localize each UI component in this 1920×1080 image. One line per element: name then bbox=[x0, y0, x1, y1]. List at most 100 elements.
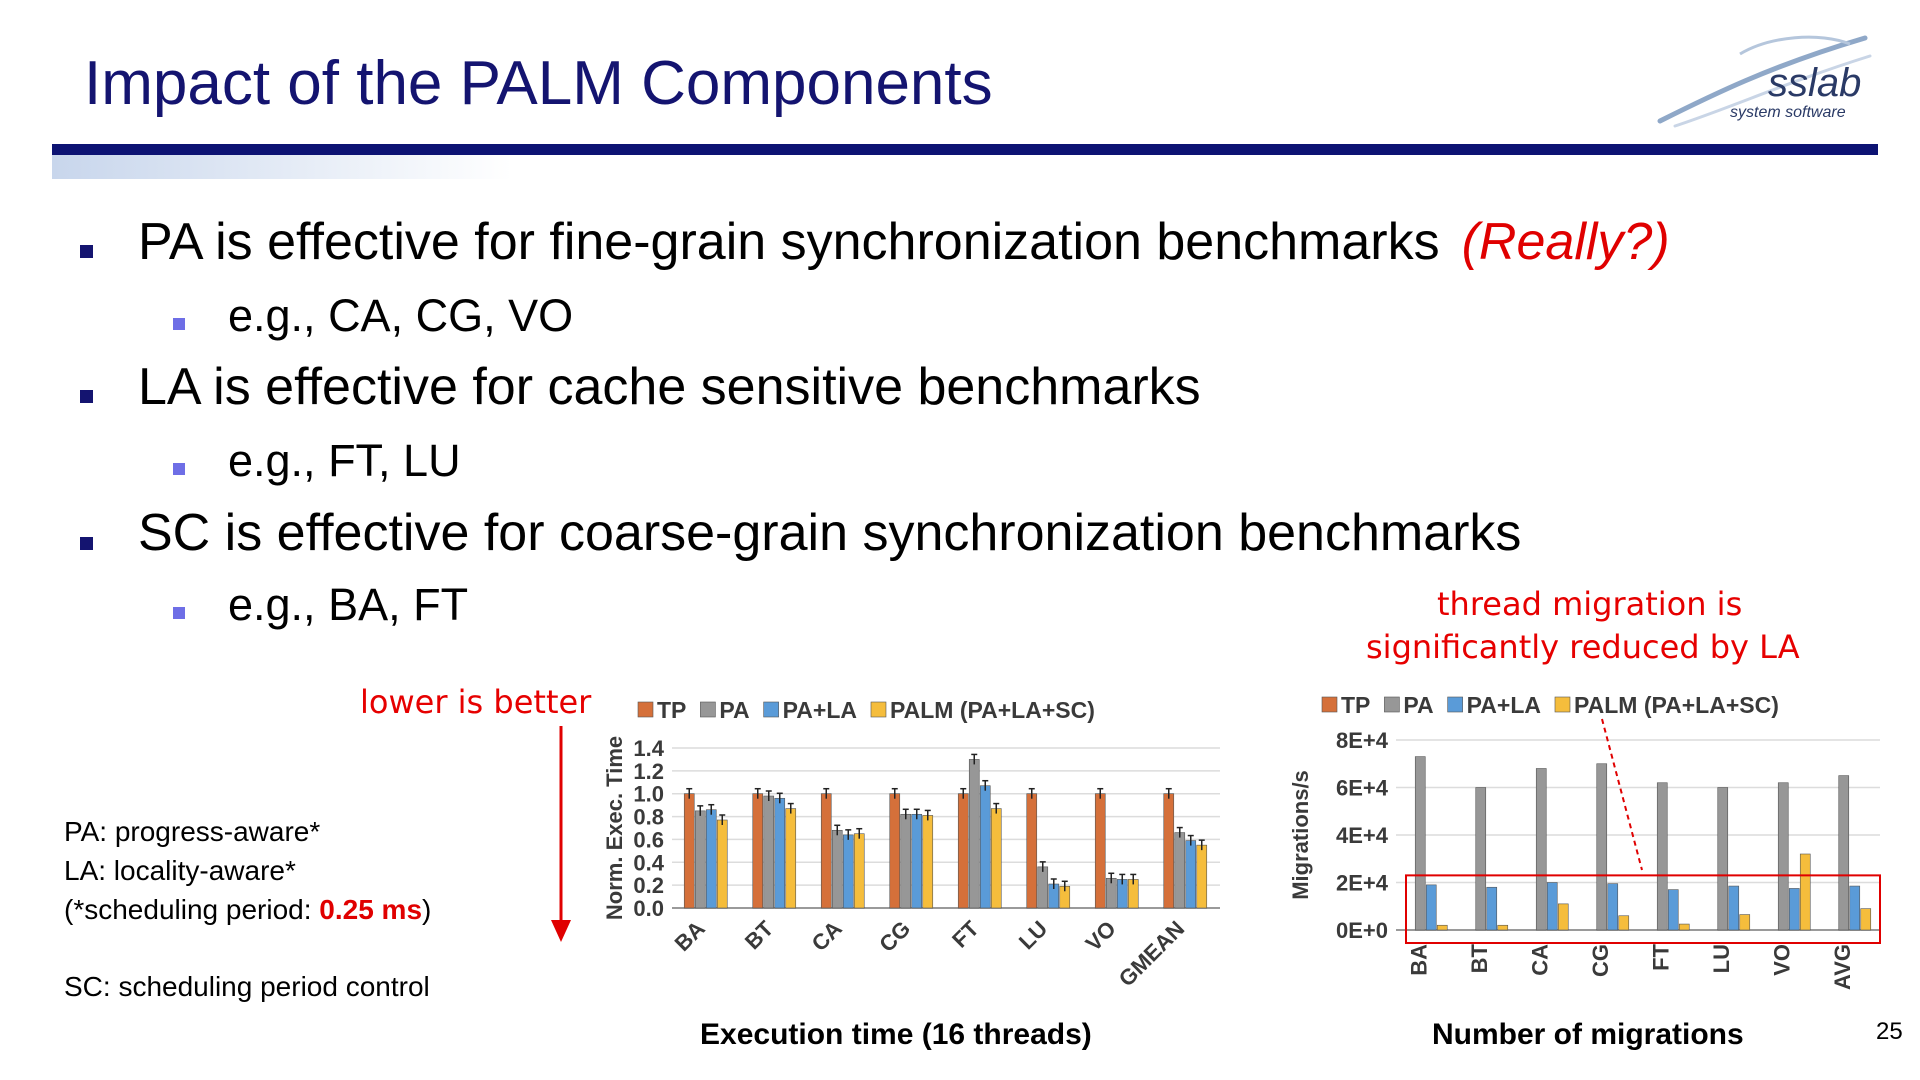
y-tick-label: 0.2 bbox=[633, 873, 664, 898]
bar bbox=[1557, 903, 1569, 931]
bar bbox=[1174, 832, 1186, 909]
page-number: 25 bbox=[1876, 1018, 1903, 1045]
y-tick-label: 0E+0 bbox=[1336, 918, 1388, 943]
bar bbox=[911, 813, 923, 909]
bar bbox=[922, 815, 934, 909]
legend-label: PALM (PA+LA+SC) bbox=[890, 697, 1095, 723]
bar bbox=[1788, 888, 1800, 931]
y-tick-label: 2E+4 bbox=[1336, 871, 1389, 896]
legend-label: PA+LA bbox=[783, 697, 857, 723]
bullet-marker bbox=[80, 537, 93, 550]
logo-name: sslab bbox=[1768, 61, 1861, 105]
bar bbox=[1436, 924, 1448, 931]
legend-label: PA bbox=[1403, 692, 1433, 718]
legend-swatch bbox=[700, 701, 716, 718]
legend-swatch bbox=[1384, 696, 1400, 713]
x-tick-label: CG bbox=[1588, 944, 1613, 977]
bar bbox=[990, 808, 1002, 909]
bar bbox=[1678, 923, 1690, 931]
note-period-prefix: (*scheduling period: bbox=[64, 894, 320, 925]
bar bbox=[705, 809, 717, 909]
migration-annotation-line1: thread migration is bbox=[1437, 585, 1743, 623]
bullet-marker bbox=[80, 390, 93, 403]
note-period: (*scheduling period: 0.25 ms) bbox=[64, 894, 431, 926]
x-tick-label: VO bbox=[1081, 916, 1121, 956]
bar bbox=[1414, 756, 1426, 931]
bar bbox=[1026, 793, 1038, 909]
legend-swatch bbox=[1321, 696, 1338, 713]
bar bbox=[1163, 793, 1175, 909]
bar bbox=[820, 793, 832, 909]
y-tick-label: 1.2 bbox=[633, 759, 664, 784]
bar bbox=[1596, 763, 1608, 931]
bar bbox=[1607, 883, 1619, 931]
x-tick-label: LU bbox=[1014, 916, 1052, 954]
bar bbox=[1618, 915, 1630, 931]
bar bbox=[1196, 844, 1208, 909]
y-tick-label: 8E+4 bbox=[1336, 728, 1389, 753]
x-tick-label: CG bbox=[874, 916, 915, 957]
x-tick-label: AVG bbox=[1830, 944, 1855, 990]
legend-swatch bbox=[1447, 696, 1463, 713]
bar bbox=[683, 793, 695, 909]
y-axis-label: Norm. Exec. Time bbox=[602, 736, 627, 920]
x-tick-label: BT bbox=[740, 915, 779, 954]
bar bbox=[957, 793, 969, 909]
bar bbox=[763, 795, 775, 909]
bullet-text: PA is effective for fine-grain synchroni… bbox=[138, 213, 1440, 271]
legend-label: TP bbox=[1341, 692, 1370, 718]
bullet-marker bbox=[80, 245, 93, 258]
x-tick-label: BA bbox=[1406, 944, 1431, 976]
legend-label: PALM (PA+LA+SC) bbox=[1574, 692, 1779, 718]
y-tick-label: 0.8 bbox=[633, 805, 664, 830]
y-tick-label: 1.4 bbox=[633, 736, 664, 761]
x-tick-label: FT bbox=[1648, 943, 1673, 970]
note-sc: SC: scheduling period control bbox=[64, 971, 430, 1002]
bar bbox=[889, 793, 901, 909]
bar bbox=[1497, 924, 1509, 931]
bar bbox=[968, 759, 980, 909]
bar bbox=[1535, 768, 1547, 931]
legend-swatch bbox=[870, 701, 887, 718]
x-tick-label: BT bbox=[1467, 943, 1492, 973]
x-tick-label: FT bbox=[947, 915, 984, 952]
bar bbox=[1037, 866, 1049, 909]
bar bbox=[1799, 853, 1811, 931]
bar bbox=[900, 813, 912, 909]
title-rule bbox=[52, 144, 1878, 155]
bar bbox=[1185, 840, 1197, 909]
sub-bullet-la-example: e.g., FT, LU bbox=[228, 435, 461, 486]
bullet-la: LA is effective for cache sensitive benc… bbox=[138, 358, 1201, 416]
legend-swatch bbox=[1554, 696, 1571, 713]
migration-annotation-line2: significantly reduced by LA bbox=[1366, 628, 1800, 666]
sslab-logo: sslab system software bbox=[1657, 35, 1872, 128]
note-la: LA: locality-aware* bbox=[64, 855, 296, 886]
bar bbox=[853, 833, 865, 909]
sub-bullet-marker bbox=[173, 463, 185, 475]
bar bbox=[1838, 775, 1850, 931]
note-pa: PA: progress-aware* bbox=[64, 816, 321, 847]
legend-label: PA bbox=[719, 697, 749, 723]
note-period-value: 0.25 ms bbox=[319, 894, 423, 925]
execution-time-caption: Execution time (16 threads) bbox=[700, 1018, 1092, 1051]
bar bbox=[1546, 882, 1558, 931]
bar bbox=[1656, 782, 1668, 931]
bar bbox=[752, 793, 764, 909]
x-tick-label: VO bbox=[1769, 944, 1794, 976]
bullet-pa: PA is effective for fine-grain synchroni… bbox=[138, 212, 1670, 272]
legend-label: TP bbox=[657, 697, 686, 723]
bar bbox=[842, 834, 854, 909]
x-tick-label: LU bbox=[1709, 944, 1734, 973]
lower-is-better-arrow bbox=[551, 726, 571, 942]
legend-swatch bbox=[763, 701, 779, 718]
x-tick-label: CA bbox=[807, 916, 847, 956]
sub-bullet-sc-example: e.g., BA, FT bbox=[228, 579, 469, 630]
bar bbox=[1475, 787, 1487, 931]
bar bbox=[1860, 908, 1872, 931]
bar bbox=[1849, 885, 1861, 931]
y-axis-label: Migrations/s bbox=[1288, 770, 1313, 900]
legend-label: PA+LA bbox=[1467, 692, 1541, 718]
migrations-chart: 0E+0 2E+4 4E+4 6E+4 8E+4 Migrations/s BA BT CA CG… bbox=[1288, 692, 1881, 990]
sub-bullet-marker bbox=[173, 607, 185, 619]
